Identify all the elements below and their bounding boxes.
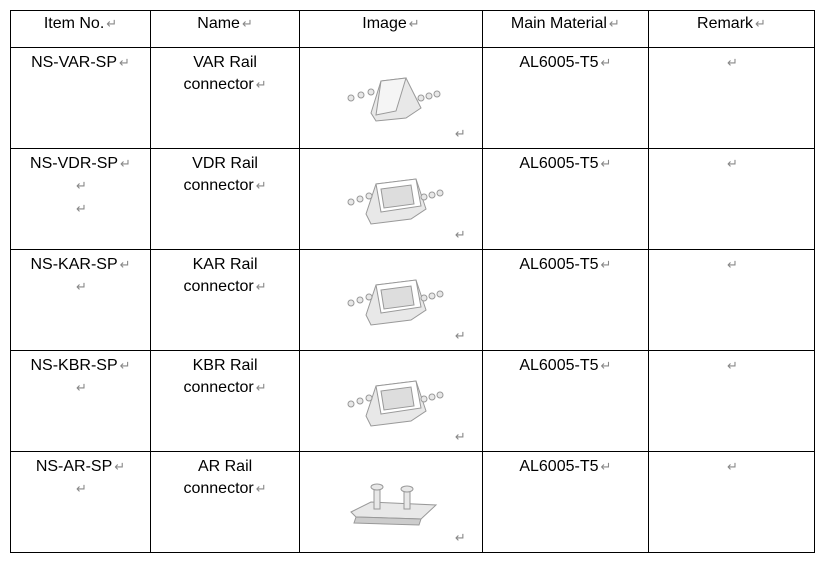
cell-image: ↵ — [300, 48, 483, 149]
cell-item-no: NS-KAR-SP↵↵ — [11, 250, 151, 351]
cell-image: ↵ — [300, 149, 483, 250]
cell-remark: ↵ — [648, 351, 814, 452]
product-image-icon — [326, 366, 456, 436]
cell-material: AL6005-T5↵ — [482, 452, 648, 553]
cell-item-no: NS-AR-SP↵↵ — [11, 452, 151, 553]
return-icon: ↵ — [455, 530, 466, 546]
header-item-no: Item No.↵ — [11, 11, 151, 48]
cell-name: VAR Railconnector↵ — [151, 48, 300, 149]
table-row: NS-VDR-SP↵↵↵VDR Railconnector↵↵AL6005-T5… — [11, 149, 815, 250]
product-image-icon — [326, 63, 456, 133]
table-row: NS-VAR-SP↵VAR Railconnector↵↵AL6005-T5↵↵ — [11, 48, 815, 149]
table-row: NS-KBR-SP↵↵KBR Railconnector↵↵AL6005-T5↵… — [11, 351, 815, 452]
return-icon: ↵ — [106, 16, 117, 31]
product-image-icon — [326, 265, 456, 335]
cell-name: KBR Railconnector↵ — [151, 351, 300, 452]
header-material: Main Material↵ — [482, 11, 648, 48]
cell-item-no: NS-VDR-SP↵↵↵ — [11, 149, 151, 250]
return-icon: ↵ — [455, 429, 466, 445]
return-icon: ↵ — [242, 16, 253, 31]
cell-item-no: NS-VAR-SP↵ — [11, 48, 151, 149]
return-icon: ↵ — [455, 126, 466, 142]
cell-name: AR Railconnector↵ — [151, 452, 300, 553]
header-name: Name↵ — [151, 11, 300, 48]
header-image: Image↵ — [300, 11, 483, 48]
product-table: Item No.↵ Name↵ Image↵ Main Material↵ Re… — [10, 10, 815, 553]
return-icon: ↵ — [409, 16, 420, 31]
cell-image: ↵ — [300, 351, 483, 452]
return-icon: ↵ — [455, 227, 466, 243]
table-header-row: Item No.↵ Name↵ Image↵ Main Material↵ Re… — [11, 11, 815, 48]
cell-material: AL6005-T5↵ — [482, 48, 648, 149]
cell-image: ↵ — [300, 250, 483, 351]
cell-remark: ↵ — [648, 250, 814, 351]
table-row: NS-AR-SP↵↵AR Railconnector↵↵AL6005-T5↵↵ — [11, 452, 815, 553]
product-image-icon — [326, 164, 456, 234]
cell-item-no: NS-KBR-SP↵↵ — [11, 351, 151, 452]
table-row: NS-KAR-SP↵↵KAR Railconnector↵↵AL6005-T5↵… — [11, 250, 815, 351]
return-icon: ↵ — [755, 16, 766, 31]
cell-material: AL6005-T5↵ — [482, 250, 648, 351]
cell-material: AL6005-T5↵ — [482, 351, 648, 452]
cell-remark: ↵ — [648, 48, 814, 149]
return-icon: ↵ — [609, 16, 620, 31]
cell-name: VDR Railconnector↵ — [151, 149, 300, 250]
header-remark: Remark↵ — [648, 11, 814, 48]
cell-material: AL6005-T5↵ — [482, 149, 648, 250]
product-image-icon — [326, 467, 456, 537]
cell-remark: ↵ — [648, 452, 814, 553]
cell-remark: ↵ — [648, 149, 814, 250]
return-icon: ↵ — [455, 328, 466, 344]
cell-image: ↵ — [300, 452, 483, 553]
cell-name: KAR Railconnector↵ — [151, 250, 300, 351]
